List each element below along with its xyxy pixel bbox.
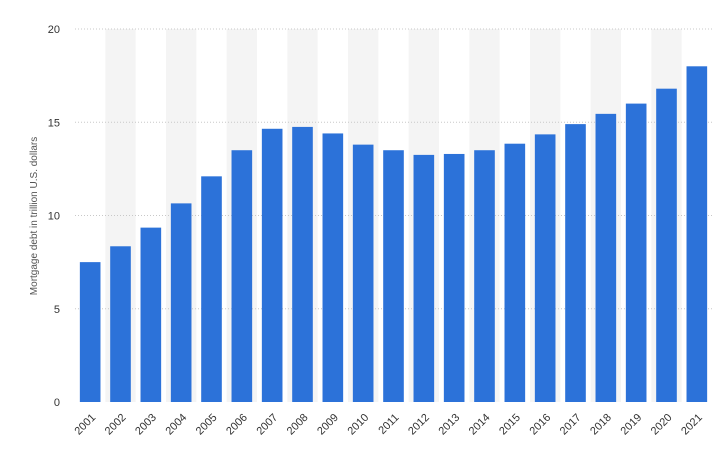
x-tick-label: 2006 <box>224 412 250 438</box>
bar-2021[interactable] <box>686 66 708 403</box>
bar-2017[interactable] <box>565 124 586 403</box>
bar-2005[interactable] <box>201 176 222 402</box>
x-tick-label: 2007 <box>254 412 280 438</box>
bar-2001[interactable] <box>79 262 101 402</box>
bar-2013[interactable] <box>443 153 465 402</box>
bar-2006[interactable] <box>231 150 253 402</box>
x-tick-label: 2001 <box>72 412 98 438</box>
bar-2007[interactable] <box>261 128 283 402</box>
y-tick-label: 15 <box>48 117 60 129</box>
bars <box>79 66 708 403</box>
bar-2003[interactable] <box>140 227 162 402</box>
bar-2019[interactable] <box>625 103 647 402</box>
bar-2002[interactable] <box>110 246 131 402</box>
x-tick-label: 2013 <box>436 412 462 438</box>
x-tick-label: 2020 <box>649 412 675 438</box>
bar-2009[interactable] <box>322 133 344 402</box>
x-tick-label: 2003 <box>133 412 159 438</box>
x-tick-label: 2015 <box>497 412 523 438</box>
x-tick-label: 2010 <box>345 412 371 438</box>
bar-2016[interactable] <box>534 134 556 402</box>
bar-2008[interactable] <box>292 126 313 402</box>
bar-2004[interactable] <box>170 203 192 402</box>
bar-2014[interactable] <box>474 150 495 402</box>
x-tick-label: 2017 <box>558 412 584 438</box>
x-tick-label: 2021 <box>679 412 705 438</box>
bar-2011[interactable] <box>383 150 404 402</box>
x-tick-label: 2019 <box>618 412 644 438</box>
x-tick-label: 2018 <box>588 412 614 438</box>
x-tick-label: 2014 <box>467 412 493 438</box>
bar-2015[interactable] <box>504 143 526 402</box>
bar-2012[interactable] <box>413 154 435 402</box>
y-tick-label: 10 <box>48 211 60 223</box>
y-tick-label: 5 <box>54 304 60 316</box>
y-tick-label: 20 <box>48 24 60 36</box>
x-tick-label: 2002 <box>103 412 129 438</box>
x-tick-label: 2011 <box>376 412 401 437</box>
y-tick-label: 0 <box>54 397 60 409</box>
x-tick-label: 2016 <box>527 412 553 438</box>
x-axis-ticks: 2001 2002 2003 2004 2005 2006 2007 2008 2009 2010… <box>72 412 704 438</box>
y-axis-ticks: 0 5 10 15 20 <box>48 24 60 409</box>
bar-2010[interactable] <box>352 144 374 402</box>
bar-2020[interactable] <box>656 88 677 403</box>
x-tick-label: 2005 <box>194 412 220 438</box>
bar-2018[interactable] <box>595 113 617 403</box>
y-axis-title: Mortgage debt in trillion U.S. dollars <box>29 137 40 295</box>
x-tick-label: 2008 <box>285 412 311 438</box>
x-tick-label: 2004 <box>163 412 189 438</box>
x-tick-label: 2012 <box>406 412 432 438</box>
x-tick-label: 2009 <box>315 412 341 438</box>
